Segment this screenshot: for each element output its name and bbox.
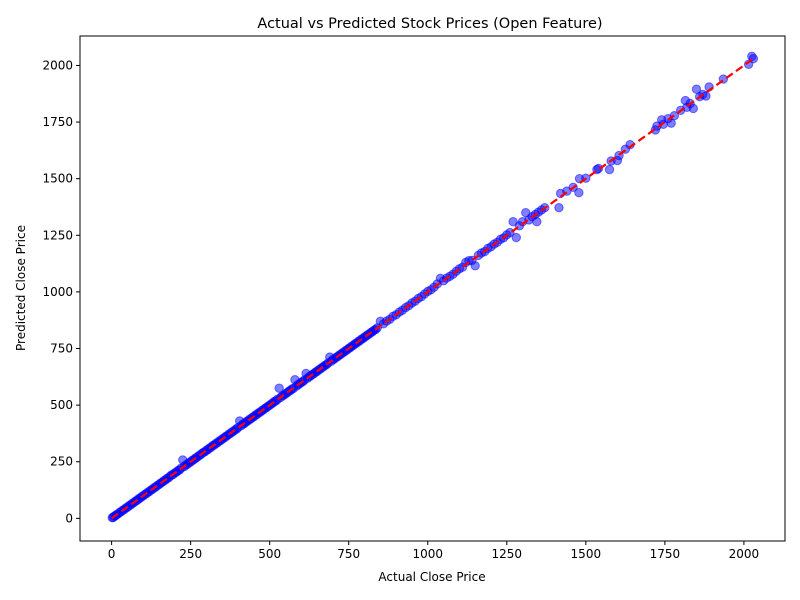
x-tick-label: 2000	[729, 547, 760, 561]
data-point	[554, 202, 564, 213]
data-point	[688, 103, 699, 114]
x-tick-label: 0	[108, 547, 116, 561]
x-tick-label: 250	[179, 547, 202, 561]
x-axis-ticks: 0 250 500 750 1000 1250 1500 1750 2000	[108, 541, 759, 561]
data-point	[274, 383, 284, 393]
x-tick-label: 750	[337, 547, 360, 561]
data-point	[470, 261, 480, 271]
data-point	[511, 232, 521, 243]
data-point	[593, 163, 604, 174]
x-tick-label: 500	[258, 547, 281, 561]
x-tick-label: 1000	[412, 547, 443, 561]
x-tick-label: 1500	[571, 547, 602, 561]
y-tick-label: 1250	[42, 228, 73, 242]
y-tick-label: 250	[50, 455, 73, 469]
data-point	[532, 217, 542, 227]
y-tick-label: 500	[50, 398, 73, 412]
y-axis-ticks: 0 250 500 750 1000 1250 1500 1750 2000	[42, 58, 80, 525]
y-tick-label: 1500	[42, 172, 73, 186]
data-point	[574, 188, 584, 198]
x-axis-label: Actual Close Price	[378, 570, 485, 584]
y-axis-label: Predicted Close Price	[14, 225, 28, 351]
y-tick-label: 1750	[42, 115, 73, 129]
data-point	[604, 164, 615, 175]
x-tick-label: 1250	[492, 547, 523, 561]
y-tick-label: 2000	[42, 58, 73, 72]
y-tick-label: 1000	[42, 285, 73, 299]
plot-frame	[79, 35, 786, 542]
plot-area	[79, 35, 786, 542]
chart-title: Actual vs Predicted Stock Prices (Open F…	[257, 16, 602, 32]
y-tick-label: 0	[65, 511, 73, 525]
y-tick-label: 750	[50, 342, 73, 356]
x-tick-label: 1750	[650, 547, 681, 561]
